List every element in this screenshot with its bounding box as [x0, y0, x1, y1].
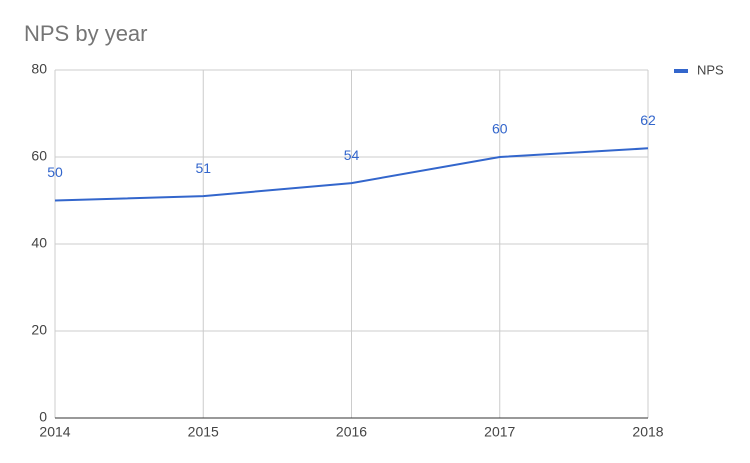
line-series: [54, 147, 649, 202]
data-label: 51: [195, 160, 211, 176]
y-tick-label: 20: [31, 322, 47, 338]
y-tick-label: 60: [31, 148, 47, 164]
y-tick-label: 80: [31, 61, 47, 77]
y-tick-label: 40: [31, 235, 47, 251]
x-tick-label: 2017: [484, 424, 515, 440]
data-label: 60: [492, 121, 508, 137]
data-label: 54: [344, 147, 360, 163]
x-tick-label: 2015: [188, 424, 219, 440]
x-tick-label: 2016: [336, 424, 367, 440]
legend-label: NPS: [697, 62, 724, 77]
chart-title: NPS by year: [24, 21, 148, 46]
y-tick-label: 0: [39, 409, 47, 425]
data-label: 62: [640, 112, 656, 128]
x-tick-label: 2014: [39, 424, 70, 440]
data-label: 50: [47, 164, 63, 180]
x-tick-label: 2018: [632, 424, 663, 440]
